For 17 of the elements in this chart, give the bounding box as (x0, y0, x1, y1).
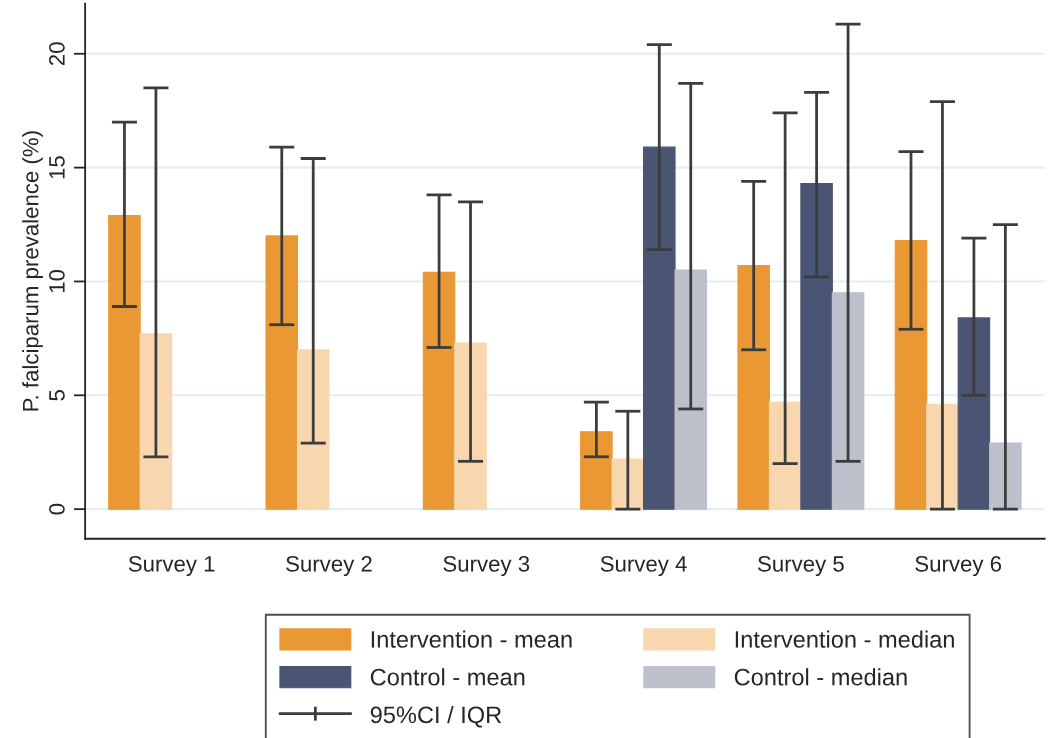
x-tick-label: Survey 6 (915, 555, 1002, 577)
x-tick-label: Survey 2 (286, 555, 372, 577)
x-tick-label: Survey 4 (600, 555, 687, 577)
y-axis-title: P. falciparum prevalence (%) (22, 131, 43, 411)
x-tick-label: Survey 1 (128, 555, 215, 577)
y-tick-label: 10 (49, 269, 65, 293)
x-tick-label: Survey 5 (758, 555, 844, 577)
x-tick-label: Survey 3 (443, 555, 530, 577)
y-tick-label: 15 (49, 156, 65, 179)
legend-label: Control - mean (370, 668, 525, 686)
y-tick-label: 5 (49, 390, 65, 401)
legend-label: Intervention - mean (371, 630, 572, 648)
text: 95%CI / IQR (370, 705, 502, 728)
legend-label: Control - median (734, 668, 907, 686)
y-tick-label: 20 (49, 42, 65, 66)
legend-label: Intervention - median (735, 630, 954, 648)
y-tick-label: 0 (49, 503, 65, 515)
